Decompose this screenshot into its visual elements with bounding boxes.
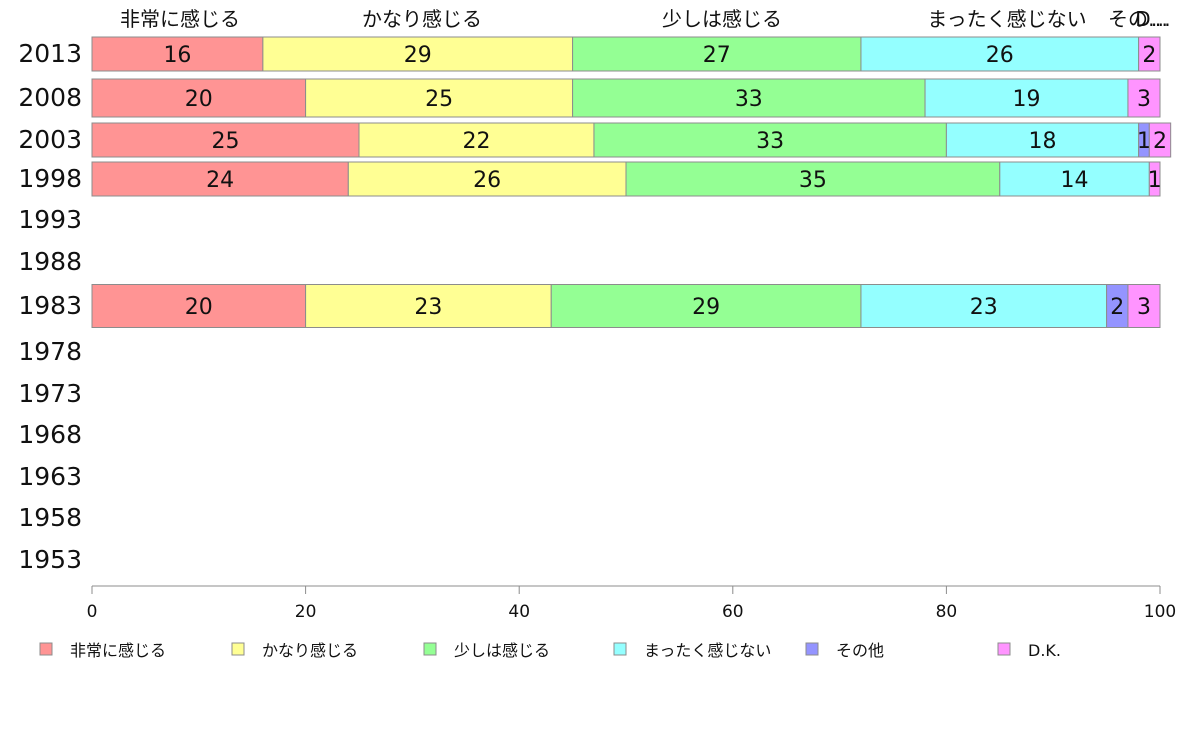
legend-swatch [613,642,627,656]
year-label: 1958 [18,503,82,532]
year-label: 2003 [18,125,82,154]
bar-value-label: 22 [462,129,490,154]
bar-segment [305,78,574,118]
bar-segment [924,78,1129,118]
legend: 非常に感じる かなり感じる 少しは感じる まったく感じない その他 D.K. [39,641,1061,660]
bar-segment [1148,161,1161,197]
bar-value-label: 2 [1153,129,1167,154]
legend-swatch [39,642,53,656]
bar-value-label: 35 [799,168,827,193]
bar-value-label: 33 [735,87,763,112]
bar-segment [572,36,862,72]
bar-value-label: 26 [473,168,501,193]
year-label: 1973 [18,379,82,408]
x-axis-tick-label: 0 [87,602,98,622]
bar-segment [625,161,1001,197]
top-label-3: まったく感じない [927,7,1086,31]
bar-segment [91,122,360,158]
bar-value-label: 20 [185,87,213,112]
bar-value-label: 16 [163,43,191,68]
year-label: 2013 [18,39,82,68]
bar-value-label: 1 [1148,168,1162,193]
bar-value-label: 25 [212,129,240,154]
bar-segment [999,161,1150,197]
bar-value-label: 2 [1142,43,1156,68]
bar-segment [91,284,307,328]
x-axis-tick-label: 20 [295,602,317,622]
bar-value-label: 27 [703,43,731,68]
year-label: 1978 [18,337,82,366]
year-label: 1983 [18,291,82,320]
legend-label: まったく感じない [644,641,771,660]
x-axis-tick-label: 40 [508,602,530,622]
bar-rows: 16 29 27 26 220 25 33 19 325 22 33 18 1 224 26 35 14 120 2… [91,36,1172,328]
x-axis: 0 20 40 60 80 100 [87,585,1176,622]
year-label: 1998 [18,164,82,193]
year-label: 1953 [18,545,82,574]
bar-segment [91,78,307,118]
bar-segment [358,122,595,158]
year-label: 1993 [18,205,82,234]
bar-value-label: 29 [404,43,432,68]
legend-swatch [231,642,245,656]
bar-value-label: 25 [425,87,453,112]
bar-segment [860,36,1140,72]
year-label: 1988 [18,247,82,276]
bar-segment [347,161,627,197]
legend-swatch [423,642,437,656]
bar-value-label: 3 [1137,87,1151,112]
bar-value-label: 2 [1110,295,1124,320]
bar-segment [1138,36,1161,72]
bar-segment [1127,78,1161,118]
top-label-2: 少しは感じる [662,7,782,31]
bar-segment [945,122,1140,158]
bar-value-label: 24 [206,168,234,193]
bar-value-label: 18 [1029,129,1057,154]
top-label-0: 非常に感じる [120,7,240,31]
top-label-4: その… [1108,7,1168,31]
x-axis-tick-label: 80 [936,602,958,622]
bar-value-label: 29 [692,295,720,320]
bar-value-label: 23 [970,295,998,320]
top-label-1: かなり感じる [362,7,482,31]
legend-label: 非常に感じる [70,641,166,660]
bar-segment [262,36,574,72]
bar-value-label: 14 [1061,168,1089,193]
x-axis-tick-label: 100 [1144,602,1176,622]
bar-value-label: 1 [1137,129,1151,154]
bar-segment [1127,284,1161,328]
year-axis-labels: 2013 2008 2003 1998 1993 1988 1983 1978 1973 1968… [18,39,82,574]
bar-segment [593,122,947,158]
bar-segment [91,36,264,72]
legend-swatch [805,642,819,656]
bar-segment [550,284,862,328]
year-label: 1963 [18,462,82,491]
year-label: 2008 [18,83,82,112]
year-label: 1968 [18,420,82,449]
legend-label: 少しは感じる [454,641,550,660]
bar-value-label: 33 [756,129,784,154]
legend-label: かなり感じる [262,641,358,660]
bar-segment [91,161,349,197]
bar-segment [860,284,1108,328]
legend-swatch [997,642,1011,656]
top-category-labels: 非常に感じる かなり感じる 少しは感じる まったく感じない その…D… [120,7,1171,31]
bar-value-label: 20 [185,295,213,320]
bar-value-label: 23 [414,295,442,320]
bar-value-label: 3 [1137,295,1151,320]
bar-segment [572,78,926,118]
top-label-5: D… [1135,7,1170,31]
bar-value-label: 26 [986,43,1014,68]
bar-segment [1148,122,1172,158]
x-axis-tick-label: 60 [722,602,744,622]
legend-label: その他 [836,641,884,660]
legend-label: D.K. [1028,641,1061,660]
bar-value-label: 19 [1013,87,1041,112]
